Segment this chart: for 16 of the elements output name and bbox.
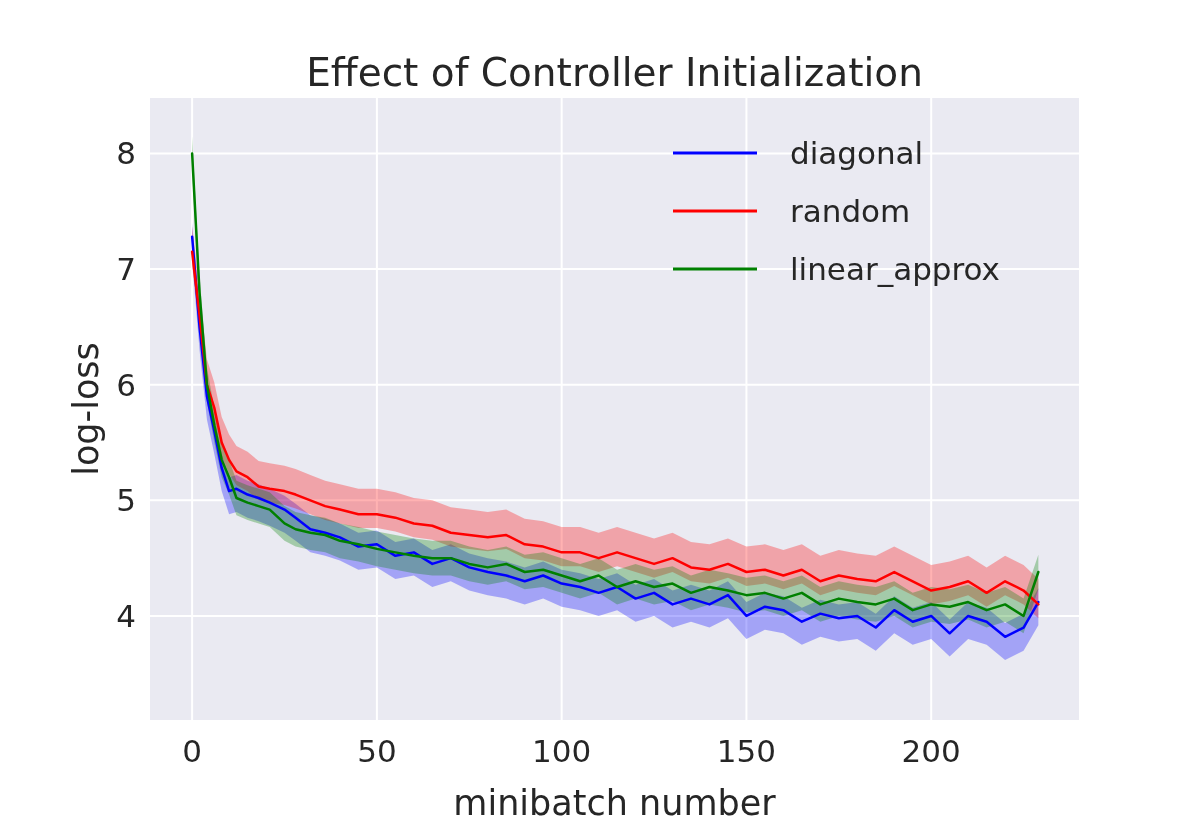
x-tick-label: 100 xyxy=(532,733,592,769)
y-tick-label: 6 xyxy=(116,366,136,403)
y-tick-label: 4 xyxy=(116,597,136,634)
y-tick-label: 5 xyxy=(116,482,136,519)
x-axis-title: minibatch number xyxy=(453,783,777,823)
legend-label: diagonal xyxy=(790,134,924,171)
y-tick-label: 7 xyxy=(116,250,136,287)
legend-label: linear_approx xyxy=(790,250,1000,287)
legend-label: random xyxy=(790,192,911,229)
x-tick-label: 150 xyxy=(716,733,777,769)
y-axis-title: log-loss xyxy=(66,342,106,476)
x-tick-label: 0 xyxy=(182,733,202,769)
x-tick-label: 200 xyxy=(901,733,961,769)
chart-title: Effect of Controller Initialization xyxy=(306,50,923,95)
y-tick-label: 8 xyxy=(116,135,136,172)
x-tick-label: 50 xyxy=(357,733,397,769)
